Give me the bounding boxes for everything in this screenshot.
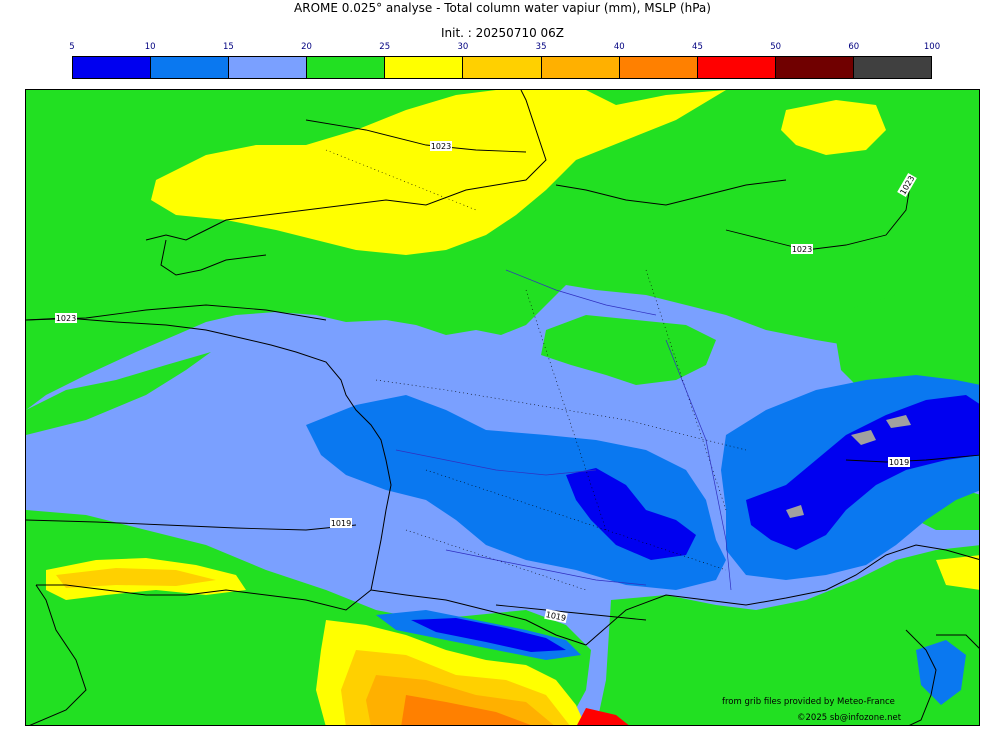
isobar-label: 1023 (56, 314, 76, 323)
coastlines (26, 90, 979, 725)
region-boundaries (325, 149, 747, 591)
colorbar-tick-label: 40 (613, 42, 625, 52)
colorbar-tick-label: 45 (692, 42, 703, 52)
colorbar-segment (852, 57, 932, 78)
colorbar-tick-label: 35 (535, 42, 547, 52)
colorbar-tick-label: 60 (848, 42, 860, 52)
colorbar-segment (540, 57, 619, 78)
isobar-label: 1019 (889, 458, 909, 467)
colorbar-segment (462, 57, 541, 78)
isobar-label: 1023 (792, 245, 812, 254)
colorbar-tick-label: 25 (379, 42, 391, 52)
colorbar-segment (618, 57, 697, 78)
colorbar-segment (73, 57, 151, 78)
colorbar-tick-label: 10 (144, 42, 156, 52)
colorbar-segment (228, 57, 307, 78)
isobar-label: 1023 (431, 142, 451, 151)
colorbar-segment (696, 57, 775, 78)
rivers (395, 269, 732, 591)
colorbar-tick-label: 50 (770, 42, 782, 52)
copyright: ©2025 sb@infozone.net (797, 713, 902, 723)
colorbar-segment (150, 57, 229, 78)
colorbar-segment (774, 57, 853, 78)
colorbar-tick-label: 5 (69, 42, 75, 52)
init-time: Init. : 20250710 06Z (440, 26, 565, 40)
colorbar-tick-label: 100 (923, 42, 941, 52)
weather-map: 1023 1023 1023 1023 1019 1019 1019 (25, 89, 980, 726)
map-title: AROME 0.025° analyse - Total column wate… (294, 1, 711, 15)
colorbar-tick-label: 15 (222, 42, 234, 52)
field-below-5 (786, 415, 911, 518)
field-30-45 (56, 568, 629, 725)
colorbar-segment (306, 57, 385, 78)
colorbar-segment (384, 57, 463, 78)
colorbar-tick-label: 20 (301, 42, 312, 52)
source-credit: from grib files provided by Meteo-France (722, 697, 895, 707)
map-canvas: 1023 1023 1023 1023 1019 1019 1019 (26, 90, 979, 725)
field-5-10 (411, 395, 979, 652)
isobar-label: 1019 (331, 519, 351, 528)
isobar-label: 1019 (545, 610, 567, 623)
colorbar (72, 56, 932, 79)
colorbar-tick-label: 30 (457, 42, 469, 52)
